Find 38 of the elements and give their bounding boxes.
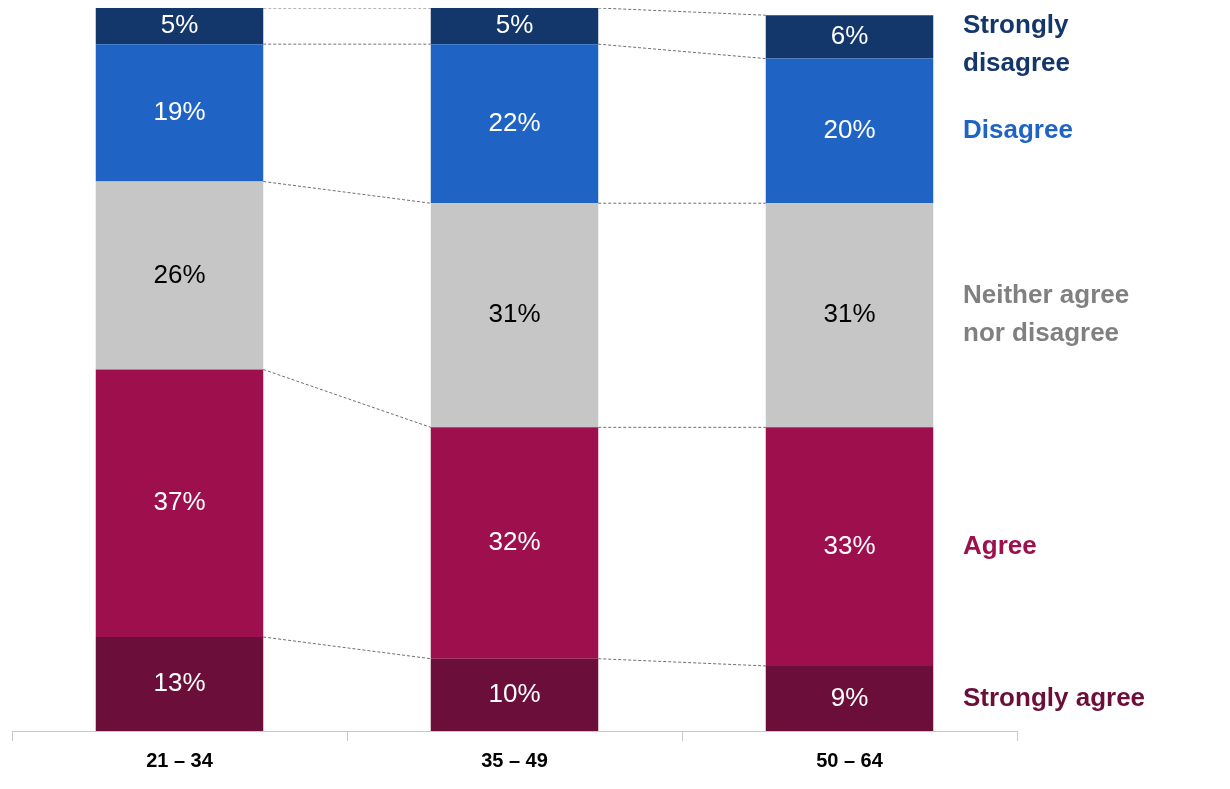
data-label: 31% [488,298,541,329]
data-label: 19% [153,96,206,127]
series-label: Neither agree nor disagree [963,279,1130,348]
data-label: 33% [823,529,876,560]
x-tick-label: 50 – 64 [816,748,884,771]
data-label: 32% [488,526,541,557]
data-label: 6% [830,20,869,51]
bar [95,637,264,731]
data-label: 13% [153,667,206,698]
bar [95,181,264,370]
data-label: 22% [488,106,541,137]
data-label: 31% [823,298,876,329]
data-label: 20% [823,114,876,145]
bar [765,665,934,731]
data-label: 10% [488,678,541,709]
bar [95,369,264,638]
bar [430,44,599,204]
series-label: Strongly disagree [963,9,1070,78]
bar [430,658,599,731]
data-label: 5% [495,9,534,40]
bar [95,8,264,45]
bar [765,15,934,59]
x-tick-label: 21 – 34 [146,748,214,771]
bar [95,44,264,182]
data-label: 37% [153,486,206,517]
series-label: Disagree [963,114,1073,145]
bar [765,58,934,204]
series-label: Strongly agree [963,681,1146,712]
bar [430,427,599,659]
bar [765,427,934,666]
data-label: 26% [153,258,206,289]
bar [430,203,599,428]
bar [765,203,934,428]
bar [430,8,599,45]
data-label: 5% [160,9,199,40]
series-label: Agree [963,529,1037,560]
data-label: 9% [830,681,869,712]
x-tick-label: 35 – 49 [481,748,548,771]
